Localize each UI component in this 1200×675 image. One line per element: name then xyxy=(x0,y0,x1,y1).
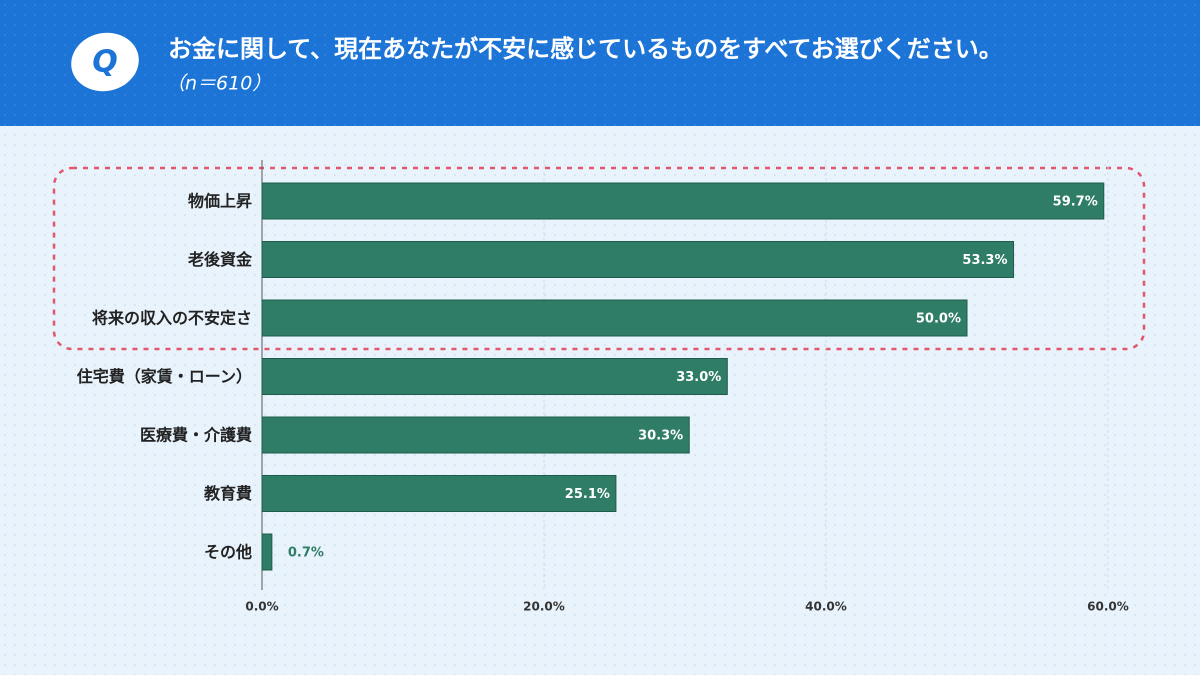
highlight-box xyxy=(52,166,1146,351)
bar xyxy=(261,358,728,395)
badge-text: Q xyxy=(92,45,118,80)
x-tick-label: 20.0% xyxy=(523,600,565,614)
header-dots xyxy=(0,0,1200,126)
bar xyxy=(261,299,968,337)
x-tick-label: 60.0% xyxy=(1087,600,1129,614)
bar xyxy=(261,475,617,512)
chart-title: お金に関して、現在あなたが不安に感じているものをすべてお選びください。 xyxy=(168,35,1003,63)
chart-subtitle: （n＝610） xyxy=(166,73,271,95)
y-tick-label: その他 xyxy=(204,543,252,562)
bar xyxy=(261,182,1105,220)
x-tick-label: 0.0% xyxy=(245,600,278,614)
data-label: 33.0% xyxy=(676,370,721,385)
data-label: 59.7% xyxy=(1053,195,1098,210)
data-label: 50.0% xyxy=(916,312,961,327)
y-tick-label: 物価上昇 xyxy=(188,192,252,211)
bar xyxy=(261,416,690,454)
y-tick-label: 将来の収入の不安定さ xyxy=(92,309,252,328)
data-label: 0.7% xyxy=(288,546,324,561)
y-tick-label: 教育費 xyxy=(204,484,252,503)
y-tick-label: 医療費・介護費 xyxy=(140,426,252,445)
bar xyxy=(261,241,1015,278)
data-label: 53.3% xyxy=(962,253,1007,268)
data-label: 25.1% xyxy=(565,487,610,502)
data-label: 30.3% xyxy=(638,429,683,444)
y-tick-label: 老後資金 xyxy=(187,250,253,269)
badge-bubble xyxy=(71,32,139,92)
y-tick-label: 住宅費（家賃・ローン） xyxy=(77,367,252,386)
x-tick-label: 40.0% xyxy=(805,600,847,614)
bar xyxy=(261,533,273,571)
